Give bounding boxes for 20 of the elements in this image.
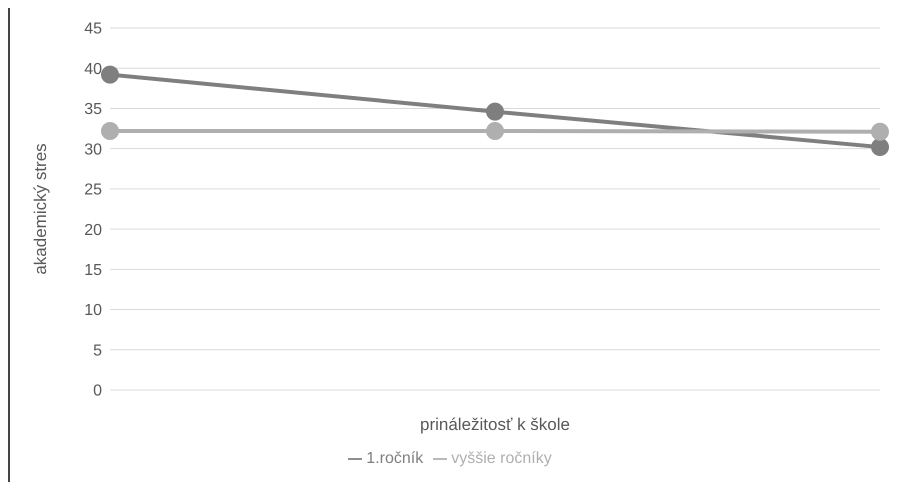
point — [486, 102, 504, 121]
y-axis-title: akademický stres — [31, 143, 50, 275]
y-tick-label: 25 — [84, 182, 102, 199]
y-tick-label: 0 — [93, 382, 102, 400]
point — [101, 66, 119, 84]
point — [101, 122, 119, 140]
y-tick-label: 5 — [93, 342, 102, 360]
legend-label: vyššie ročníky — [451, 450, 552, 467]
y-tick-label: 20 — [84, 222, 102, 239]
y-tick-label: 40 — [84, 60, 102, 78]
legend-label: 1.ročník — [366, 450, 424, 467]
x-axis-title: prináležitosť k škole — [420, 415, 570, 434]
y-tick-label: 10 — [84, 302, 102, 320]
y-tick-label: 35 — [84, 101, 102, 118]
point — [486, 122, 504, 140]
point — [871, 122, 889, 141]
y-tick-label: 30 — [84, 141, 102, 158]
y-tick-label: 45 — [84, 20, 102, 38]
y-tick-label: 15 — [84, 262, 102, 280]
point — [871, 138, 889, 156]
